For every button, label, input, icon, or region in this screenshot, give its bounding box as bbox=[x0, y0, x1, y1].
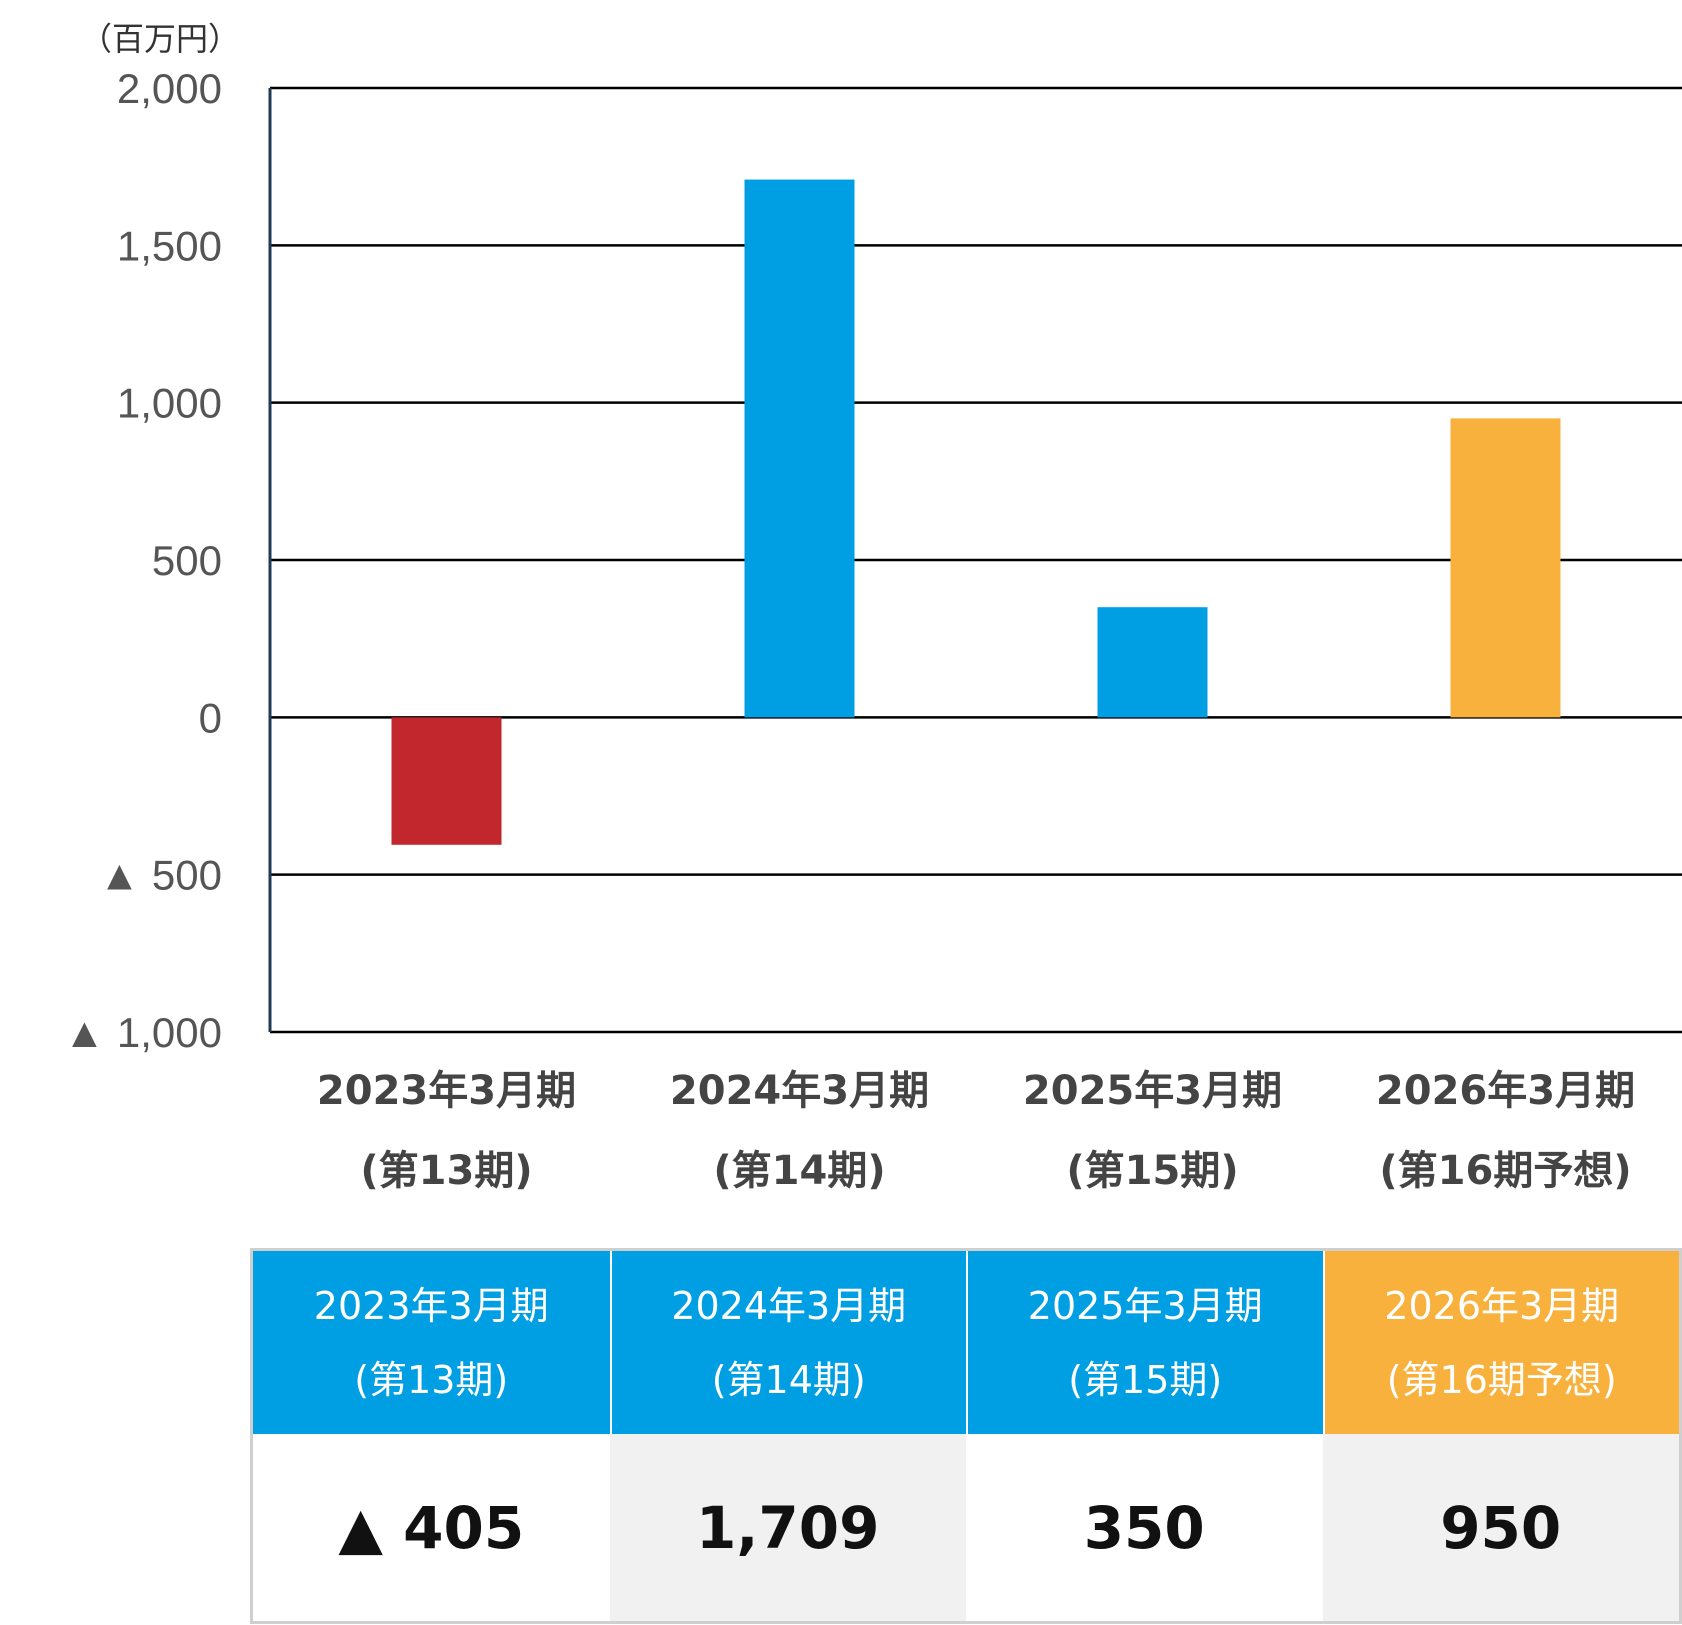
x-category-label: (第14期) bbox=[713, 1148, 885, 1194]
y-tick-label: 500 bbox=[152, 537, 222, 584]
x-axis-category-labels: 2023年3月期 (第13期) 2024年3月期 (第14期) 2025年3月期 (第15… bbox=[317, 1068, 1635, 1194]
header-line1: 2026年3月期 bbox=[1384, 1283, 1620, 1328]
unit-label: （百万円） bbox=[80, 20, 240, 58]
y-tick-label: ▲ 500 bbox=[99, 852, 222, 899]
x-category-label: 2026年3月期 bbox=[1376, 1068, 1635, 1114]
bars bbox=[391, 179, 1561, 845]
y-axis-tick-labels: 2,000 1,500 1,000 500 0 ▲ 500 ▲ 1,000 bbox=[64, 65, 222, 1056]
header-line2: (第14期) bbox=[711, 1357, 866, 1402]
y-tick-label: 2,000 bbox=[117, 65, 222, 112]
header-line2: (第15期) bbox=[1068, 1357, 1223, 1402]
bar bbox=[391, 717, 502, 845]
bar-chart: （百万円） 2,000 1,500 1,000 500 0 ▲ 500 ▲ 1,000 20… bbox=[64, 20, 1682, 1194]
table-header-cell: 2026年3月期 (第16期予想) bbox=[1322, 1251, 1679, 1434]
gridlines bbox=[270, 86, 1682, 1034]
x-category-label: 2023年3月期 bbox=[317, 1068, 576, 1114]
data-table: 2023年3月期 (第13期) 2024年3月期 (第14期) 2025年3月期 (第… bbox=[250, 1248, 1682, 1624]
header-line1: 2024年3月期 bbox=[671, 1283, 907, 1328]
table-header-cell: 2025年3月期 (第15期) bbox=[966, 1251, 1323, 1434]
header-line2: (第13期) bbox=[354, 1357, 509, 1402]
x-category-label: (第13期) bbox=[360, 1148, 532, 1194]
x-category-label: (第16期予想) bbox=[1379, 1148, 1631, 1194]
y-tick-label: 1,000 bbox=[117, 380, 222, 427]
y-tick-label: 0 bbox=[199, 694, 222, 741]
bar bbox=[1097, 607, 1208, 718]
y-tick-label: ▲ 1,000 bbox=[64, 1009, 222, 1056]
table-value-cell: 1,709 bbox=[609, 1434, 966, 1621]
table-value-cell: 350 bbox=[1083, 1493, 1205, 1562]
table-header-cell: 2023年3月期 (第13期) bbox=[253, 1251, 610, 1434]
x-category-label: 2025年3月期 bbox=[1023, 1068, 1282, 1114]
header-line1: 2023年3月期 bbox=[313, 1283, 549, 1328]
header-line1: 2025年3月期 bbox=[1027, 1283, 1263, 1328]
table-value-cell: 950 bbox=[1322, 1434, 1679, 1621]
bar bbox=[1450, 418, 1561, 718]
table-header-cell: 2024年3月期 (第14期) bbox=[609, 1251, 966, 1434]
x-category-label: 2024年3月期 bbox=[670, 1068, 929, 1114]
table-value-cell: ▲ 405 bbox=[338, 1493, 525, 1562]
header-line2: (第16期予想) bbox=[1386, 1357, 1617, 1402]
y-tick-label: 1,500 bbox=[117, 222, 222, 269]
x-category-label: (第15期) bbox=[1066, 1148, 1238, 1194]
bar bbox=[744, 179, 855, 718]
